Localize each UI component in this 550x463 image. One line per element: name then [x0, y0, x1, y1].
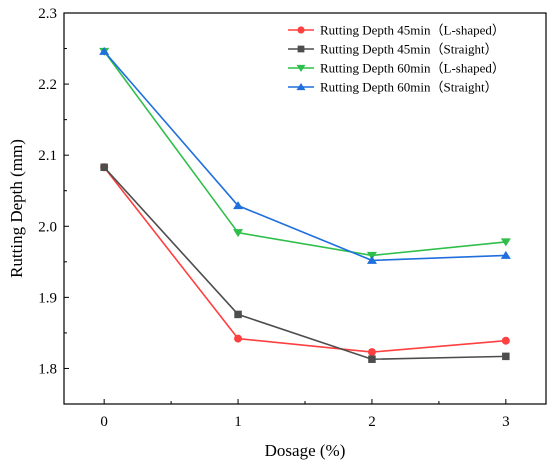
series-2 [100, 163, 510, 363]
legend-label: Rutting Depth 60min（Straight） [320, 80, 498, 95]
legend-marker [297, 45, 305, 53]
y-tick-label: 2.2 [38, 77, 57, 93]
y-axis-ticks: 1.8 1.9 2.0 2.1 2.2 2.3 [38, 6, 69, 377]
legend-marker [296, 64, 306, 73]
data-point [233, 229, 244, 238]
legend-entry: Rutting Depth 45min（L-shaped） [288, 23, 505, 38]
data-point [99, 46, 110, 55]
data-point [501, 336, 510, 345]
y-axis-title: Rutting Depth (mm) [7, 139, 26, 278]
y-tick-label: 1.9 [38, 290, 57, 306]
x-tick-label: 2 [368, 414, 376, 430]
legend-marker [297, 26, 305, 34]
y-tick-label: 2.0 [38, 219, 57, 235]
legend-label: Rutting Depth 45min（L-shaped） [320, 23, 505, 38]
data-point [233, 201, 244, 210]
x-axis-title: Dosage (%) [265, 441, 346, 460]
data-point [502, 352, 510, 361]
data-point [368, 355, 376, 363]
legend-entry: Rutting Depth 45min（Straight） [288, 42, 498, 57]
series-line [103, 50, 506, 262]
series-line [103, 50, 506, 257]
data-point [234, 334, 243, 343]
series-layer [99, 46, 511, 363]
y-tick-label: 2.3 [38, 6, 57, 22]
x-tick-label: 0 [100, 414, 108, 430]
x-axis-ticks: 0 1 2 3 [100, 399, 510, 430]
y-tick-label: 1.8 [38, 361, 57, 377]
data-point [234, 310, 242, 319]
legend: Rutting Depth 45min（L-shaped） Rutting Dep… [288, 23, 505, 95]
data-point [500, 238, 511, 247]
legend-entry: Rutting Depth 60min（L-shaped） [288, 61, 505, 76]
series-4 [99, 46, 511, 264]
data-point [100, 163, 108, 172]
series-line [103, 166, 506, 353]
data-point [500, 250, 511, 259]
x-tick-label: 3 [502, 414, 510, 430]
series-1 [100, 163, 510, 357]
y-tick-label: 2.1 [38, 148, 57, 164]
series-line [103, 166, 506, 361]
legend-label: Rutting Depth 60min（L-shaped） [320, 61, 505, 76]
data-point [366, 255, 377, 264]
legend-entry: Rutting Depth 60min（Straight） [288, 80, 498, 95]
legend-label: Rutting Depth 45min（Straight） [320, 42, 498, 57]
x-tick-label: 1 [234, 414, 242, 430]
data-point [367, 348, 376, 357]
legend-marker [296, 82, 306, 91]
